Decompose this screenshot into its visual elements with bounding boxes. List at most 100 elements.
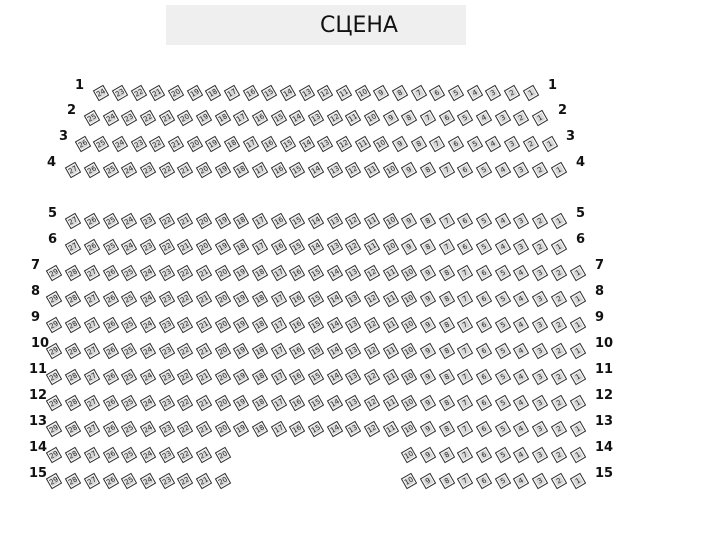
seat[interactable]: 29 [46,420,63,438]
seat[interactable]: 6 [457,238,474,256]
seat[interactable]: 16 [251,109,269,127]
seat[interactable]: 2 [550,394,568,412]
seat[interactable]: 13 [345,290,362,308]
seat[interactable]: 9 [401,212,418,230]
seat[interactable]: 23 [158,394,175,412]
seat[interactable]: 1 [569,420,586,438]
seat[interactable]: 2 [550,264,568,282]
seat[interactable]: 12 [345,161,362,179]
seat[interactable]: 20 [214,290,231,308]
seat[interactable]: 21 [195,264,213,282]
seat[interactable]: 11 [382,290,399,308]
seat[interactable]: 17 [270,420,287,438]
seat[interactable]: 13 [298,84,315,102]
seat[interactable]: 6 [447,135,465,153]
seat[interactable]: 6 [475,342,493,360]
seat[interactable]: 23 [120,109,138,127]
seat[interactable]: 12 [345,212,362,230]
seat[interactable]: 24 [120,238,138,256]
seat[interactable]: 10 [401,394,418,412]
seat[interactable]: 11 [382,394,399,412]
seat[interactable]: 20 [167,84,185,102]
seat[interactable]: 18 [251,394,269,412]
seat[interactable]: 23 [158,446,175,464]
seat[interactable]: 19 [195,109,213,127]
seat[interactable]: 14 [326,394,343,412]
seat[interactable]: 5 [494,368,511,386]
seat[interactable]: 8 [419,238,437,256]
seat[interactable]: 20 [214,472,231,490]
seat[interactable]: 17 [251,212,269,230]
seat[interactable]: 7 [457,342,474,360]
seat[interactable]: 20 [214,316,231,334]
seat[interactable]: 17 [251,161,269,179]
seat[interactable]: 8 [438,472,455,490]
seat[interactable]: 9 [419,368,437,386]
seat[interactable]: 11 [382,368,399,386]
seat[interactable]: 9 [373,84,390,102]
seat[interactable]: 8 [438,446,455,464]
seat[interactable]: 11 [363,238,381,256]
seat[interactable]: 15 [307,290,325,308]
seat[interactable]: 2 [522,135,540,153]
seat[interactable]: 2 [531,212,549,230]
seat[interactable]: 20 [214,368,231,386]
seat[interactable]: 19 [233,420,250,438]
seat[interactable]: 5 [466,135,483,153]
seat[interactable]: 21 [195,342,213,360]
seat[interactable]: 16 [242,84,259,102]
seat[interactable]: 8 [419,161,437,179]
seat[interactable]: 13 [345,264,362,282]
seat[interactable]: 25 [102,161,119,179]
seat[interactable]: 15 [307,342,325,360]
seat[interactable]: 13 [345,420,362,438]
seat[interactable]: 22 [177,394,194,412]
seat[interactable]: 10 [382,212,399,230]
seat[interactable]: 24 [139,368,157,386]
seat[interactable]: 25 [120,316,138,334]
seat[interactable]: 12 [363,316,381,334]
seat[interactable]: 15 [279,135,297,153]
seat[interactable]: 3 [513,212,530,230]
seat[interactable]: 9 [419,472,437,490]
seat[interactable]: 27 [83,420,101,438]
seat[interactable]: 20 [214,446,231,464]
seat[interactable]: 29 [46,316,63,334]
seat[interactable]: 8 [438,290,455,308]
seat[interactable]: 9 [401,238,418,256]
seat[interactable]: 3 [513,238,530,256]
seat[interactable]: 3 [503,135,521,153]
seat[interactable]: 10 [401,342,418,360]
seat[interactable]: 14 [307,161,325,179]
seat[interactable]: 2 [513,109,530,127]
seat[interactable]: 27 [64,238,82,256]
seat[interactable]: 2 [531,238,549,256]
seat[interactable]: 14 [326,264,343,282]
seat[interactable]: 20 [195,161,213,179]
seat[interactable]: 3 [531,316,549,334]
seat[interactable]: 10 [401,316,418,334]
seat[interactable]: 22 [177,368,194,386]
seat[interactable]: 25 [120,420,138,438]
seat[interactable]: 29 [46,446,63,464]
seat[interactable]: 5 [494,342,511,360]
seat[interactable]: 16 [270,238,287,256]
seat[interactable]: 5 [494,446,511,464]
seat[interactable]: 21 [177,212,194,230]
seat[interactable]: 19 [233,342,250,360]
seat[interactable]: 3 [513,161,530,179]
seat[interactable]: 1 [569,368,586,386]
seat[interactable]: 11 [382,316,399,334]
seat[interactable]: 29 [46,290,63,308]
seat[interactable]: 26 [83,238,101,256]
seat[interactable]: 26 [74,135,91,153]
seat[interactable]: 6 [438,109,455,127]
seat[interactable]: 3 [494,109,511,127]
seat[interactable]: 24 [139,316,157,334]
seat[interactable]: 26 [102,342,119,360]
seat[interactable]: 11 [363,161,381,179]
seat[interactable]: 21 [195,472,213,490]
seat[interactable]: 19 [233,316,250,334]
seat[interactable]: 14 [298,135,315,153]
seat[interactable]: 1 [569,264,586,282]
